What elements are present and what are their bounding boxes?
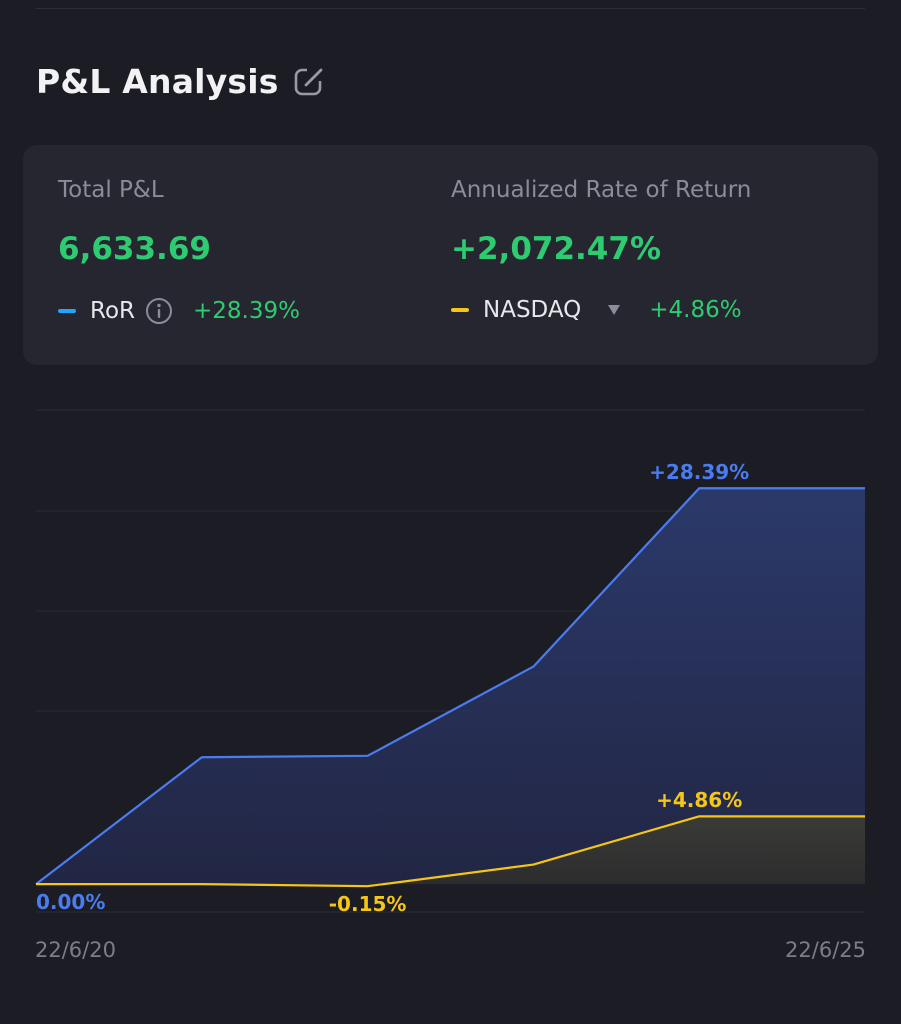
nasdaq-series-line: [36, 815, 865, 888]
edit-icon[interactable]: [293, 65, 327, 99]
data-label: -0.15%: [328, 892, 407, 917]
summary-card: Total P&L 6,633.69 RoR +28.39% Annualize…: [23, 145, 878, 365]
page-title: P&L Analysis: [36, 62, 279, 101]
ror-series-line: [35, 487, 865, 885]
data-label: 0.00%: [36, 890, 106, 915]
total-pnl-label: Total P&L: [58, 177, 164, 203]
x-tick-end: 22/6/25: [785, 938, 866, 962]
benchmark-legend-value: +4.86%: [649, 297, 742, 323]
data-label: +28.39%: [649, 460, 750, 485]
header: P&L Analysis: [36, 62, 327, 101]
top-divider: [36, 8, 865, 9]
pnl-chart-plot: [35, 409, 865, 913]
caret-down-icon: [608, 305, 621, 315]
annualized-label: Annualized Rate of Return: [451, 177, 752, 203]
ror-legend-value: +28.39%: [193, 298, 300, 324]
annualized-value: +2,072.47%: [451, 231, 662, 267]
benchmark-legend: NASDAQ +4.86%: [451, 297, 742, 323]
info-icon[interactable]: [145, 297, 173, 325]
benchmark-legend-swatch: [451, 308, 469, 312]
ror-area: [36, 488, 865, 885]
data-label: +4.86%: [656, 788, 743, 813]
nasdaq-area: [36, 816, 865, 887]
total-pnl-value: 6,633.69: [58, 231, 211, 267]
benchmark-selector[interactable]: NASDAQ: [483, 297, 621, 323]
benchmark-legend-name: NASDAQ: [483, 297, 582, 323]
ror-legend: RoR +28.39%: [58, 297, 300, 325]
ror-legend-swatch: [58, 309, 76, 313]
ror-legend-name: RoR: [90, 298, 136, 324]
x-tick-start: 22/6/20: [35, 938, 116, 962]
pnl-chart[interactable]: 0.00% -0.15% +28.39% +4.86% 22/6/20 22/6/25: [0, 390, 901, 990]
